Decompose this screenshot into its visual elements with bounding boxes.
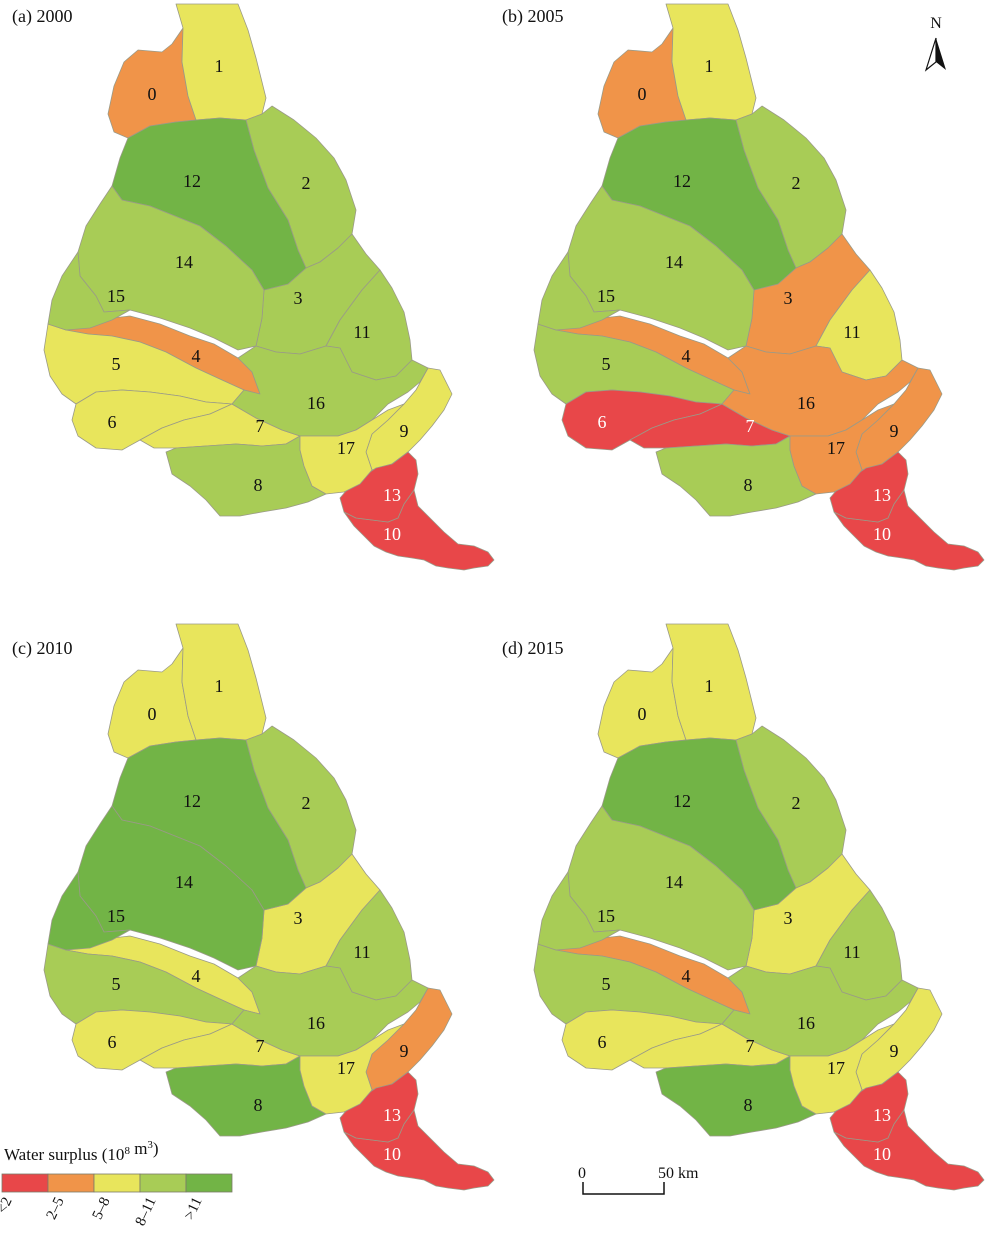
- region-label-17: 17: [827, 1058, 845, 1078]
- region-label-6: 6: [598, 412, 607, 432]
- region-label-14: 14: [175, 872, 193, 892]
- region-label-5: 5: [602, 974, 611, 994]
- region-label-5: 5: [112, 974, 121, 994]
- legend-swatch: [1, 1173, 49, 1193]
- region-label-6: 6: [108, 1032, 117, 1052]
- legend: Water surplus (108 m3) <2 2–5 5–8 8–11 >11: [0, 1139, 233, 1228]
- scale-start: 0: [578, 1165, 586, 1182]
- region-label-0: 0: [148, 84, 157, 104]
- panel-title: (c) 2010: [12, 638, 72, 659]
- region-label-12: 12: [183, 791, 201, 811]
- legend-label: 5–8: [90, 1195, 114, 1222]
- region-label-11: 11: [353, 322, 370, 342]
- region-label-10: 10: [383, 524, 401, 544]
- region-label-10: 10: [873, 1144, 891, 1164]
- region-label-1: 1: [705, 676, 714, 696]
- scale-end: 50 km: [658, 1165, 699, 1182]
- region-label-13: 13: [383, 485, 401, 505]
- region-label-9: 9: [400, 1041, 409, 1061]
- region-label-5: 5: [602, 354, 611, 374]
- region-label-2: 2: [302, 793, 311, 813]
- region-label-3: 3: [294, 908, 303, 928]
- region-label-8: 8: [744, 475, 753, 495]
- region-label-15: 15: [107, 286, 125, 306]
- legend-label: >11: [181, 1195, 205, 1223]
- panel-title: (d) 2015: [502, 638, 564, 659]
- region-label-11: 11: [843, 322, 860, 342]
- region-label-2: 2: [792, 173, 801, 193]
- region-label-15: 15: [107, 906, 125, 926]
- region-label-9: 9: [890, 421, 899, 441]
- region-label-4: 4: [192, 966, 201, 986]
- region-label-17: 17: [827, 438, 845, 458]
- legend-title: Water surplus (108 m3): [4, 1139, 159, 1164]
- region-label-8: 8: [254, 475, 263, 495]
- region-label-16: 16: [797, 393, 815, 413]
- region-label-2: 2: [792, 793, 801, 813]
- region-label-10: 10: [873, 524, 891, 544]
- region-label-13: 13: [383, 1105, 401, 1125]
- region-label-15: 15: [597, 286, 615, 306]
- region-label-7: 7: [746, 1036, 755, 1056]
- region-label-17: 17: [337, 1058, 355, 1078]
- region-label-8: 8: [254, 1095, 263, 1115]
- region-label-7: 7: [746, 416, 755, 436]
- region-label-0: 0: [148, 704, 157, 724]
- legend-swatch: [93, 1173, 141, 1193]
- region-label-4: 4: [192, 346, 201, 366]
- region-label-12: 12: [673, 171, 691, 191]
- region-label-4: 4: [682, 346, 691, 366]
- legend-swatch: [139, 1173, 187, 1193]
- region-label-14: 14: [175, 252, 193, 272]
- region-label-16: 16: [797, 1013, 815, 1033]
- region-label-1: 1: [705, 56, 714, 76]
- region-label-16: 16: [307, 393, 325, 413]
- region-label-15: 15: [597, 906, 615, 926]
- region-label-2: 2: [302, 173, 311, 193]
- region-label-5: 5: [112, 354, 121, 374]
- legend-swatch: [47, 1173, 95, 1193]
- region-label-8: 8: [744, 1095, 753, 1115]
- region-label-9: 9: [400, 421, 409, 441]
- region-label-14: 14: [665, 252, 683, 272]
- region-label-9: 9: [890, 1041, 899, 1061]
- legend-swatch: [185, 1173, 233, 1193]
- region-label-11: 11: [353, 942, 370, 962]
- region-label-10: 10: [383, 1144, 401, 1164]
- region-label-12: 12: [673, 791, 691, 811]
- region-label-3: 3: [294, 288, 303, 308]
- region-label-0: 0: [638, 84, 647, 104]
- region-label-6: 6: [108, 412, 117, 432]
- region-label-14: 14: [665, 872, 683, 892]
- north-arrow-icon: [924, 37, 946, 72]
- legend-label: 2–5: [44, 1195, 68, 1222]
- region-label-13: 13: [873, 1105, 891, 1125]
- region-label-13: 13: [873, 485, 891, 505]
- panel-title: (a) 2000: [12, 6, 72, 27]
- legend-label: 8–11: [133, 1195, 160, 1228]
- scale-bar: 0 50 km: [578, 1165, 699, 1195]
- region-label-4: 4: [682, 966, 691, 986]
- region-label-12: 12: [183, 171, 201, 191]
- region-label-1: 1: [215, 676, 224, 696]
- region-label-7: 7: [256, 1036, 265, 1056]
- region-label-3: 3: [784, 288, 793, 308]
- region-label-3: 3: [784, 908, 793, 928]
- legend-label: <2: [0, 1195, 16, 1216]
- region-label-7: 7: [256, 416, 265, 436]
- panel-title: (b) 2005: [502, 6, 564, 27]
- north-label: N: [930, 15, 942, 32]
- region-label-11: 11: [843, 942, 860, 962]
- region-label-0: 0: [638, 704, 647, 724]
- region-label-6: 6: [598, 1032, 607, 1052]
- region-label-16: 16: [307, 1013, 325, 1033]
- region-label-17: 17: [337, 438, 355, 458]
- region-label-1: 1: [215, 56, 224, 76]
